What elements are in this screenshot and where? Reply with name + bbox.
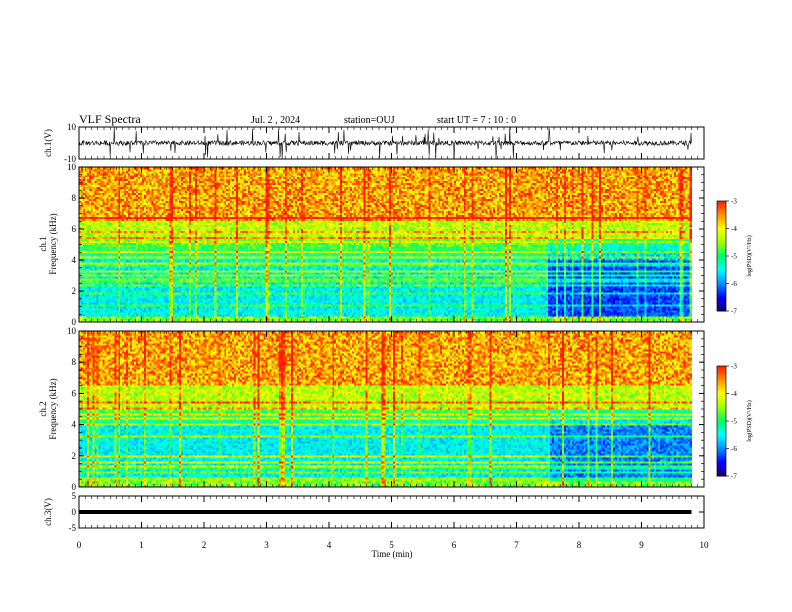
- colorbar-tick-label: -5: [731, 253, 737, 261]
- ch3-wave-ytick-label: -5: [69, 523, 77, 533]
- header-date: Jul. 2 , 2024: [251, 115, 300, 126]
- colorbar-tick-label: -5: [731, 418, 737, 426]
- x-axis-label: Time (min): [372, 549, 413, 559]
- ch2-spec-ytick-label: 4: [72, 420, 77, 430]
- ch1-spec-ytick-label: 2: [72, 286, 77, 296]
- xtick-label: 4: [327, 540, 332, 550]
- colorbar-tick-label: -3: [731, 363, 737, 371]
- xtick-label: 6: [452, 540, 457, 550]
- xtick-label: 8: [577, 540, 582, 550]
- colorbar-gradient: [717, 201, 726, 311]
- header-station: station=OUJ: [344, 115, 395, 126]
- ch2-spec-ytick-label: 8: [72, 357, 77, 367]
- spectrogram-cells: [79, 167, 692, 322]
- ch3-wave-ytick-label: 0: [72, 507, 77, 517]
- ch1-wave-ytick-label: 10: [67, 122, 77, 132]
- colorbar-tick-label: -4: [731, 225, 737, 233]
- vlf-figure: VLF Spectra Jul. 2 , 2024 station=OUJ st…: [0, 0, 792, 612]
- xtick-label: 5: [389, 540, 394, 550]
- ch2-spec-ytick-label: 10: [67, 326, 77, 336]
- ch2-spec-ytick-label: 2: [72, 451, 77, 461]
- colorbar-label: log(PSD)(V²/Hz): [746, 400, 753, 441]
- colorbar-label: log(PSD)(V²/Hz): [746, 235, 753, 276]
- ch1-waveform-trace: [79, 127, 692, 159]
- ch2-colorbar: -3 -4 -5 -6 -7 log(PSD)(V²/Hz): [717, 363, 753, 481]
- ch1-wave-ylabel: ch.1(V): [43, 129, 53, 157]
- xtick-label: 0: [77, 540, 82, 550]
- ch3-wave-ytick-label: 5: [72, 491, 77, 501]
- header-start-time: start UT = 7 : 10 : 0: [437, 115, 516, 126]
- ch2-spec-ylabel-freq: Frequency (kHz): [48, 378, 58, 439]
- ch1-spec-ylabel-freq: Frequency (kHz): [48, 213, 58, 274]
- spectrogram-cells: [79, 331, 692, 487]
- xtick-label: 3: [264, 540, 269, 550]
- ch2-spec-ytick-label: 6: [72, 388, 77, 398]
- ch1-spec-ytick-label: 6: [72, 224, 77, 234]
- xtick-label: 9: [639, 540, 644, 550]
- ch1-spec-ytick-label: 10: [67, 162, 77, 172]
- ch2-spec-ylabel: ch.2: [38, 401, 48, 416]
- ch1-spec-ytick-label: 8: [72, 193, 77, 203]
- xtick-label: 2: [202, 540, 207, 550]
- xtick-label: 7: [514, 540, 519, 550]
- ch2-spectrogram-panel: [79, 331, 704, 487]
- xtick-label: 10: [700, 540, 710, 550]
- ch1-colorbar: -3 -4 -5 -6 -7 log(PSD)(V²/Hz): [717, 198, 753, 316]
- colorbar-tick-label: -4: [731, 390, 737, 398]
- colorbar-tick-label: -7: [731, 473, 737, 481]
- figure-title: VLF Spectra: [79, 112, 141, 126]
- colorbar-tick-label: -7: [731, 308, 737, 316]
- colorbar-tick-label: -6: [731, 445, 737, 453]
- ch1-spec-ylabel: ch.1: [38, 236, 48, 251]
- colorbar-tick-label: -3: [731, 198, 737, 206]
- ch1-spectrogram-panel: [79, 167, 704, 322]
- xtick-label: 1: [139, 540, 144, 550]
- colorbar-tick-label: -6: [731, 280, 737, 288]
- colorbar-gradient: [717, 366, 726, 476]
- ch3-wave-ylabel: ch.3(V): [43, 498, 53, 526]
- ch1-spec-ytick-label: 4: [72, 255, 77, 265]
